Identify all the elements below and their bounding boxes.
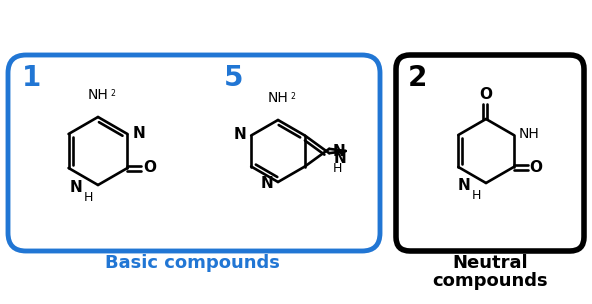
Text: N: N (333, 151, 346, 166)
Text: Neutral: Neutral (452, 254, 528, 272)
Text: Basic compounds: Basic compounds (105, 254, 279, 272)
Text: NH: NH (88, 88, 108, 102)
Text: 5: 5 (224, 64, 243, 92)
Text: $_2$: $_2$ (290, 91, 296, 103)
Text: NH: NH (268, 91, 288, 105)
Text: O: O (143, 161, 156, 175)
Text: H: H (333, 162, 343, 175)
Text: N: N (457, 178, 470, 194)
Text: compounds: compounds (432, 272, 548, 290)
Text: N: N (332, 144, 345, 159)
Text: O: O (530, 160, 543, 174)
Text: NH: NH (519, 127, 539, 141)
Text: 2: 2 (408, 64, 427, 92)
FancyBboxPatch shape (396, 55, 584, 251)
Text: $_2$: $_2$ (110, 88, 116, 100)
Text: H: H (472, 189, 481, 202)
Text: N: N (233, 127, 246, 142)
Text: 1: 1 (22, 64, 41, 92)
Text: N: N (69, 181, 82, 195)
FancyBboxPatch shape (8, 55, 380, 251)
Text: N: N (133, 126, 145, 140)
Text: O: O (480, 87, 493, 102)
Text: H: H (84, 191, 94, 204)
Text: N: N (260, 177, 273, 192)
